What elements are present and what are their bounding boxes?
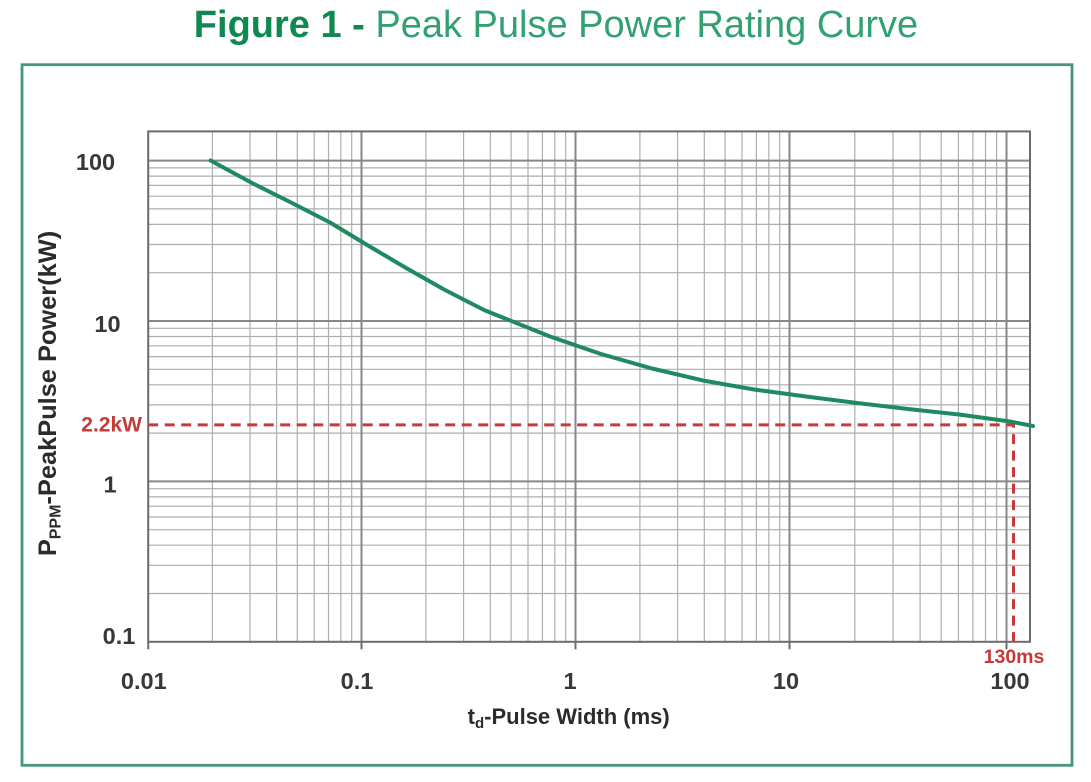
svg-text:1: 1 xyxy=(103,472,116,498)
svg-text:130ms: 130ms xyxy=(984,646,1045,668)
svg-text:PPPM-PeakPulse Power(kW): PPPM-PeakPulse Power(kW) xyxy=(34,231,65,556)
svg-text:100: 100 xyxy=(990,668,1029,694)
svg-text:1: 1 xyxy=(563,668,576,694)
svg-text:10: 10 xyxy=(773,668,799,694)
svg-text:2.2kW: 2.2kW xyxy=(81,414,142,437)
svg-text:td-Pulse Width (ms): td-Pulse Width (ms) xyxy=(468,704,670,732)
svg-text:Figure 1 - Peak Pulse Power Ra: Figure 1 - Peak Pulse Power Rating Curve xyxy=(194,4,918,46)
svg-text:0.01: 0.01 xyxy=(121,668,167,694)
svg-text:100: 100 xyxy=(76,149,115,175)
svg-text:0.1: 0.1 xyxy=(341,668,374,694)
svg-text:10: 10 xyxy=(94,311,120,337)
svg-text:0.1: 0.1 xyxy=(103,623,136,649)
